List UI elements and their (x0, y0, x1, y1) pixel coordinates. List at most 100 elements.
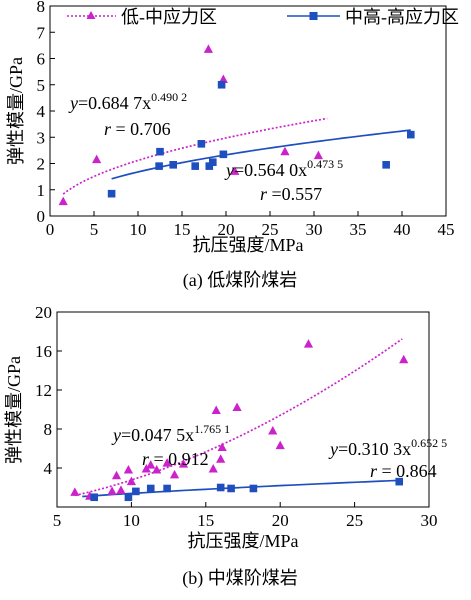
data-point-square (249, 484, 258, 493)
data-point-triangle (217, 442, 227, 452)
y-axis-ticks-b: 4 8 12 16 20 (35, 303, 62, 478)
fit-equation-a-1: y=0.684 7x0.490 2 (68, 90, 187, 113)
y-axis-label-a: 弹性模量/GPa (6, 57, 26, 165)
legend-label-series-1: 低-中应力区 (121, 7, 217, 27)
data-point-triangle (152, 464, 162, 474)
y-tick-label: 5 (37, 76, 46, 95)
x-tick-label: 15 (174, 220, 191, 239)
y-tick-label: 20 (35, 303, 52, 322)
data-point-triangle (280, 146, 290, 156)
x-tick-label: 5 (90, 220, 99, 239)
fit-r-b-1: r = 0.912 (142, 449, 209, 469)
x-tick-label: 15 (197, 511, 214, 530)
fit-r-a-1-value: = 0.706 (111, 119, 171, 139)
data-point-triangle (218, 74, 228, 83)
legend-marker-series-2 (309, 12, 318, 20)
data-point-square (382, 161, 390, 169)
data-point-square (209, 158, 217, 166)
x-tick-label: 20 (272, 511, 289, 530)
data-point-triangle (92, 154, 102, 164)
legend-label-series-2: 中高-高应力区 (345, 7, 459, 27)
data-point-triangle (303, 339, 314, 348)
data-point-triangle (116, 485, 126, 494)
x-tick-label: 30 (306, 220, 323, 239)
data-point-triangle (70, 487, 80, 496)
data-point-square (205, 162, 214, 170)
fit-equation-b-1: y=0.047 5x1.765 1 (111, 422, 230, 445)
data-point-triangle (399, 354, 409, 364)
data-point-square (107, 189, 116, 198)
data-point-triangle (162, 458, 172, 467)
y-tick-label: 3 (37, 128, 46, 147)
x-tick-label: 45 (438, 220, 455, 239)
data-point-square (132, 487, 140, 496)
x-tick-label: 40 (394, 220, 411, 239)
data-point-square (407, 130, 415, 139)
fit-equation-a-1-body: =0.684 7x (78, 93, 151, 113)
fit-r-a-2: r =0.557 (260, 184, 322, 204)
fit-equation-a-1-exponent: 0.490 2 (151, 90, 187, 104)
fit-equation-b-2-exponent: 0.652 5 (411, 436, 447, 450)
data-point-triangle (58, 196, 68, 206)
x-axis-ticks-a: 0 5 10 15 20 25 30 35 40 45 (46, 211, 455, 239)
x-axis-ticks-b: 5 10 15 20 25 30 (53, 502, 438, 530)
data-point-square (191, 162, 199, 170)
x-tick-label: 10 (130, 220, 147, 239)
fit-equation-b-2-body: =0.310 3x (338, 439, 411, 459)
fit-curve-low-mid (62, 117, 328, 195)
x-tick-label: 25 (262, 220, 279, 239)
data-point-square (146, 484, 155, 493)
y-tick-label: 1 (37, 181, 46, 200)
data-point-square (163, 484, 171, 493)
data-point-triangle (111, 470, 122, 480)
x-axis-label-b: 抗压强度/MPa (187, 531, 298, 551)
data-point-triangle (123, 464, 134, 474)
caption-b: (b) 中煤阶煤岩 (182, 568, 298, 589)
y-tick-label: 4 (37, 102, 46, 121)
data-point-triangle (178, 459, 189, 468)
y-tick-label: 7 (37, 23, 46, 42)
panel-b: 4 8 12 16 20 5 10 15 20 25 30 y=0.047 5x1.765 1 r… (4, 303, 447, 589)
y-tick-label: 6 (37, 50, 46, 69)
data-point-square (169, 161, 177, 169)
y-tick-label: 12 (35, 381, 52, 400)
data-points-b (70, 339, 409, 502)
data-point-square (197, 140, 206, 148)
fit-r-a-1: r = 0.706 (104, 119, 171, 139)
x-tick-label: 25 (346, 511, 363, 530)
data-point-square (395, 477, 404, 486)
data-point-triangle (126, 476, 136, 486)
data-point-square (124, 493, 133, 502)
data-point-triangle (107, 486, 117, 495)
x-tick-label: 20 (218, 220, 235, 239)
data-point-square (155, 162, 163, 170)
x-tick-label: 10 (123, 511, 140, 530)
y-tick-label: 8 (44, 420, 53, 439)
x-tick-label: 30 (421, 511, 438, 530)
y-tick-label: 8 (37, 0, 46, 16)
fit-equation-a-2: y=0.564 0x0.473 5 (224, 157, 343, 180)
y-tick-label: 2 (37, 155, 46, 174)
data-point-triangle (169, 469, 180, 479)
fit-equation-a-2-exponent: 0.473 5 (307, 157, 343, 171)
plot-frame-b (56, 311, 430, 508)
fit-equation-b-1-exponent: 1.765 1 (194, 422, 230, 436)
data-point-triangle (268, 425, 278, 435)
y-tick-label: 0 (37, 207, 46, 226)
x-tick-label: 5 (53, 511, 62, 530)
data-point-square (219, 150, 228, 159)
data-point-triangle (146, 460, 156, 469)
data-point-triangle (230, 166, 240, 175)
fit-r-b-1-value: = 0.912 (149, 449, 209, 469)
fit-equation-b-2: y=0.310 3x0.652 5 (328, 436, 447, 459)
y-tick-label: 16 (35, 342, 52, 361)
data-point-triangle (208, 463, 218, 473)
data-point-square (227, 484, 235, 493)
data-point-triangle (211, 405, 221, 414)
fit-equation-a-2-body: =0.564 0x (234, 160, 307, 180)
data-point-triangle (232, 402, 242, 412)
data-point-square (216, 483, 225, 492)
legend-marker-series-1 (86, 11, 96, 19)
